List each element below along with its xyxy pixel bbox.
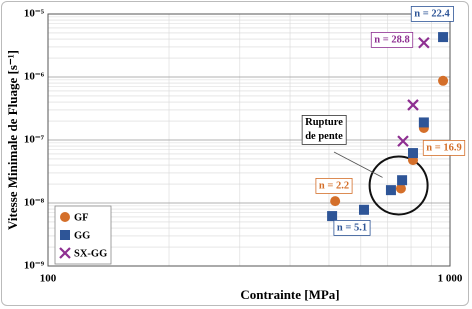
annotation-box [370, 32, 414, 48]
data-point [397, 175, 408, 186]
frame [1, 1, 469, 306]
legend: GF GG SX-GG [54, 205, 112, 265]
annotation-text: n = 5.1 [337, 222, 367, 233]
annotation-text: Rupture de pente [305, 117, 343, 142]
y-axis-label: Vitesse Minimale de Fluage [s⁻¹] [5, 50, 20, 230]
x-tick-label: 100 [40, 273, 57, 285]
annotation-box [333, 220, 371, 236]
annotation: n = 16.9 [422, 140, 466, 156]
annotation-text: n = 22.4 [414, 8, 450, 19]
annotation-text: n = 16.9 [426, 142, 461, 153]
data-point [327, 211, 338, 222]
data-point [358, 204, 369, 215]
data-point [438, 75, 449, 86]
y-tick-label: 10⁻⁶ [24, 71, 45, 83]
annotation: n = 28.8 [370, 32, 414, 48]
data-point [407, 148, 418, 159]
plot-border [47, 13, 451, 267]
annotation-leader [333, 151, 383, 178]
x-tick-label: 1 000 [438, 273, 463, 285]
annotation-text: n = 2.2 [319, 180, 349, 191]
data-point [418, 36, 430, 49]
annotation: Rupture de pente [301, 115, 347, 145]
data-point [407, 99, 419, 111]
legend-marker [60, 212, 70, 222]
data-point [397, 135, 409, 147]
data-point [438, 32, 449, 43]
y-tick-label: 10⁻⁸ [24, 197, 45, 209]
legend-label: GF [74, 212, 89, 223]
legend-marker [59, 247, 71, 259]
annotation-text: n = 28.8 [374, 34, 409, 45]
legend-marker [60, 230, 70, 240]
annotation-box [410, 6, 454, 22]
annotation: n = 2.2 [315, 178, 353, 194]
y-tick-label: 10⁻⁷ [24, 134, 45, 146]
y-tick-label: 10⁻⁹ [24, 260, 45, 272]
y-tick-label: 10⁻⁵ [24, 8, 45, 20]
data-point [385, 185, 396, 196]
data-point [418, 117, 429, 128]
annotation: n = 5.1 [333, 220, 371, 236]
data-point [330, 196, 341, 207]
legend-label: GG [74, 230, 90, 241]
highlight-ring [368, 155, 429, 216]
annotation: n = 22.4 [410, 6, 454, 22]
legend-label: SX-GG [74, 248, 107, 259]
annotation-box [315, 178, 353, 194]
x-axis-label: Contrainte [MPa] [240, 287, 339, 302]
annotation-box [301, 115, 347, 145]
data-point [395, 183, 406, 194]
annotation-box [422, 140, 466, 156]
